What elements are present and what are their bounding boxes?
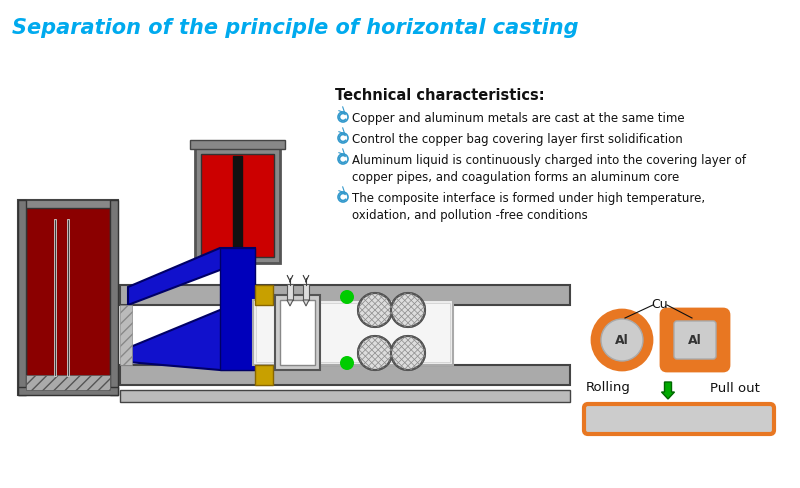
Bar bbox=[201, 154, 274, 257]
Text: The composite interface is formed under high temperature,
oxidation, and polluti: The composite interface is formed under … bbox=[352, 192, 705, 222]
Text: Cu: Cu bbox=[652, 298, 668, 311]
Circle shape bbox=[340, 356, 354, 370]
FancyBboxPatch shape bbox=[584, 404, 774, 434]
Circle shape bbox=[391, 293, 425, 327]
Circle shape bbox=[358, 293, 392, 327]
Text: Rolling: Rolling bbox=[586, 382, 630, 394]
Bar bbox=[26, 208, 110, 388]
Circle shape bbox=[592, 310, 652, 370]
Circle shape bbox=[601, 319, 643, 361]
Text: Al: Al bbox=[688, 333, 702, 346]
Text: Control the copper bag covering layer first solidification: Control the copper bag covering layer fi… bbox=[352, 133, 682, 146]
Polygon shape bbox=[287, 300, 293, 306]
Bar bbox=[18, 387, 118, 395]
Bar bbox=[220, 248, 255, 370]
Bar bbox=[303, 284, 309, 300]
Bar bbox=[190, 140, 285, 149]
Bar bbox=[18, 200, 118, 395]
Text: Al: Al bbox=[615, 333, 629, 346]
Bar bbox=[195, 148, 280, 263]
Circle shape bbox=[340, 290, 354, 304]
Polygon shape bbox=[128, 248, 255, 305]
Bar bbox=[253, 300, 453, 365]
Bar bbox=[255, 365, 273, 385]
Bar bbox=[233, 263, 243, 293]
Bar bbox=[256, 303, 450, 362]
Polygon shape bbox=[303, 300, 309, 306]
Bar bbox=[120, 305, 132, 365]
Bar bbox=[280, 300, 315, 365]
Text: Pull out: Pull out bbox=[710, 382, 760, 394]
Bar bbox=[120, 285, 570, 305]
Bar bbox=[110, 200, 118, 395]
Text: Separation of the principle of horizontal casting: Separation of the principle of horizonta… bbox=[12, 18, 578, 38]
Bar bbox=[120, 390, 570, 402]
Bar bbox=[120, 365, 570, 385]
Bar bbox=[233, 156, 242, 257]
FancyArrow shape bbox=[662, 382, 674, 399]
FancyBboxPatch shape bbox=[674, 321, 716, 359]
Text: Technical characteristics:: Technical characteristics: bbox=[335, 88, 545, 103]
Polygon shape bbox=[128, 305, 255, 370]
Circle shape bbox=[358, 336, 392, 370]
Bar bbox=[275, 295, 320, 370]
Text: Copper and aluminum metals are cast at the same time: Copper and aluminum metals are cast at t… bbox=[352, 112, 685, 125]
Circle shape bbox=[391, 336, 425, 370]
Text: Aluminum liquid is continuously charged into the covering layer of
copper pipes,: Aluminum liquid is continuously charged … bbox=[352, 154, 746, 183]
Bar bbox=[287, 284, 293, 300]
Bar bbox=[255, 285, 273, 305]
Bar bbox=[18, 200, 26, 395]
Bar bbox=[26, 375, 110, 390]
FancyBboxPatch shape bbox=[661, 309, 729, 371]
